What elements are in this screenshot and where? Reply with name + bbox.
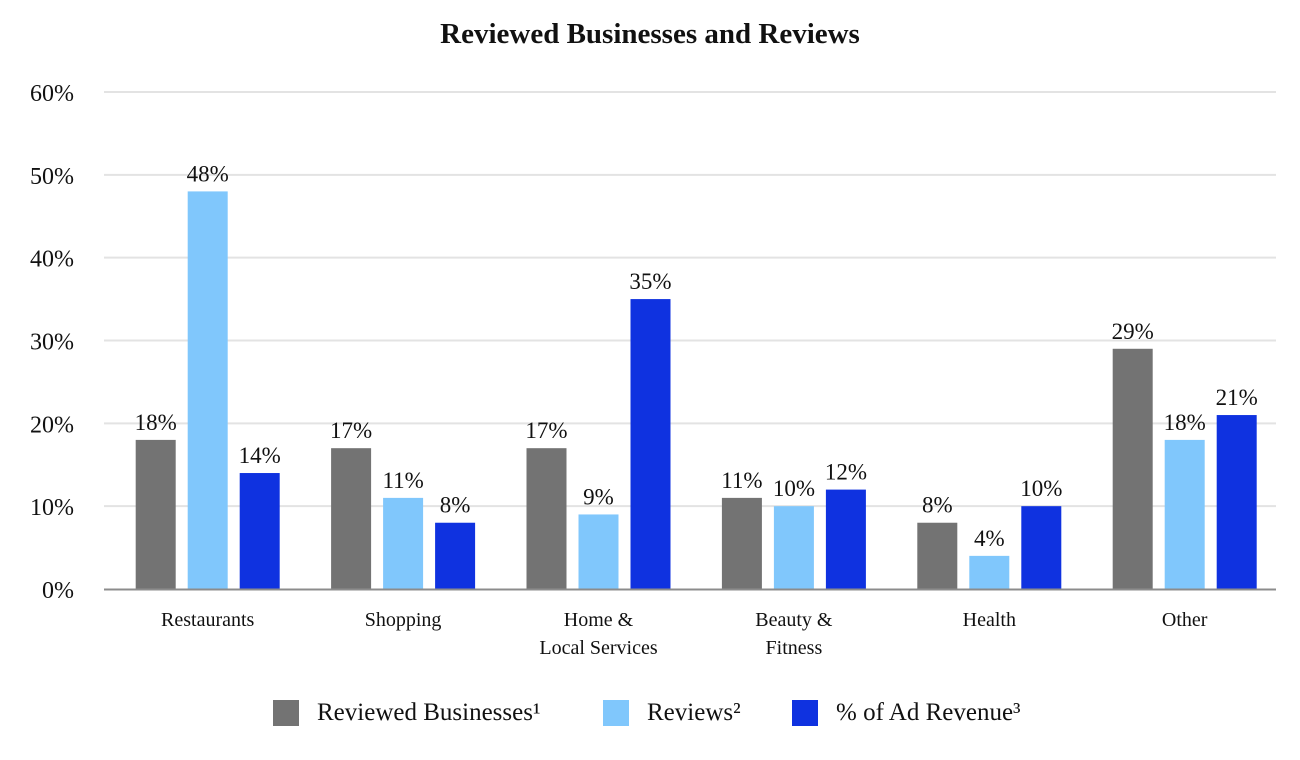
legend: Reviewed Businesses¹ Reviews² % of Ad Re…	[0, 695, 1300, 731]
bar	[1216, 415, 1257, 589]
data-label: 8%	[440, 493, 471, 518]
bar	[239, 473, 280, 589]
bar	[383, 497, 424, 589]
x-tick-label: Shopping	[365, 609, 442, 631]
y-tick-label: 0%	[42, 578, 74, 604]
bar	[1021, 506, 1062, 589]
data-label: 18%	[135, 410, 177, 435]
x-tick-label: Health	[963, 609, 1016, 631]
bar	[630, 299, 671, 589]
bar	[331, 448, 372, 589]
chart-title: Reviewed Businesses and Reviews	[440, 18, 860, 50]
y-tick-label: 40%	[30, 247, 74, 273]
data-label: 18%	[1164, 410, 1206, 435]
bar	[578, 514, 619, 589]
y-tick-label: 20%	[30, 412, 74, 438]
legend-swatch-ad-revenue	[792, 700, 818, 726]
bar	[969, 555, 1010, 589]
bar	[917, 522, 958, 589]
bar	[721, 497, 762, 589]
y-tick-label: 30%	[30, 330, 74, 356]
legend-swatch-reviews	[603, 700, 629, 726]
bar-chart: 0% 10% 20% 30% 40% 50% 60% 18% 48% 14% 17% 11% 8% 17…	[30, 81, 1276, 659]
data-label: 9%	[583, 484, 614, 509]
legend-item-reviews: Reviews²	[603, 695, 741, 731]
bar	[435, 522, 476, 589]
x-tick-label: Other	[1162, 609, 1208, 631]
data-label: 4%	[974, 526, 1005, 551]
data-labels: 18% 48% 14% 17% 11% 8% 17% 9% 35% 11% 10% 12% 8% 4% 10…	[135, 161, 1258, 550]
legend-swatch-reviewed-businesses	[273, 700, 299, 726]
x-tick-label: Beauty & Fitness	[755, 609, 833, 659]
bar	[187, 191, 228, 589]
y-axis-ticks: 0% 10% 20% 30% 40% 50% 60%	[30, 81, 74, 604]
data-label: 10%	[1020, 476, 1062, 501]
data-label: 11%	[721, 468, 762, 493]
data-label: 10%	[773, 476, 815, 501]
legend-label-ad-revenue: % of Ad Revenue³	[836, 699, 1021, 726]
data-label: 12%	[825, 460, 867, 485]
bar	[773, 506, 814, 589]
legend-label-reviews: Reviews²	[647, 699, 741, 726]
bars	[135, 191, 1257, 589]
bar	[1164, 439, 1205, 589]
data-label: 17%	[330, 418, 372, 443]
gridlines	[104, 91, 1276, 508]
data-label: 48%	[187, 161, 229, 186]
x-tick-label: Restaurants	[161, 609, 255, 631]
bar	[135, 439, 176, 589]
data-label: 29%	[1112, 319, 1154, 344]
data-label: 21%	[1216, 385, 1258, 410]
data-label: 11%	[382, 468, 423, 493]
y-tick-label: 10%	[30, 495, 74, 521]
bar	[1112, 348, 1153, 589]
y-tick-label: 60%	[30, 81, 74, 107]
y-tick-label: 50%	[30, 164, 74, 190]
data-label: 35%	[629, 269, 671, 294]
x-axis-ticks: Restaurants Shopping Home & Local Services B…	[161, 609, 1208, 659]
data-label: 8%	[922, 493, 953, 518]
data-label: 17%	[525, 418, 567, 443]
legend-item-reviewed-businesses: Reviewed Businesses¹	[273, 695, 540, 731]
bar	[526, 448, 567, 589]
legend-label-reviewed-businesses: Reviewed Businesses¹	[317, 699, 541, 726]
data-label: 14%	[239, 443, 281, 468]
legend-item-ad-revenue: % of Ad Revenue³	[792, 695, 1021, 731]
bar	[825, 489, 866, 589]
x-tick-label: Home & Local Services	[539, 609, 657, 659]
